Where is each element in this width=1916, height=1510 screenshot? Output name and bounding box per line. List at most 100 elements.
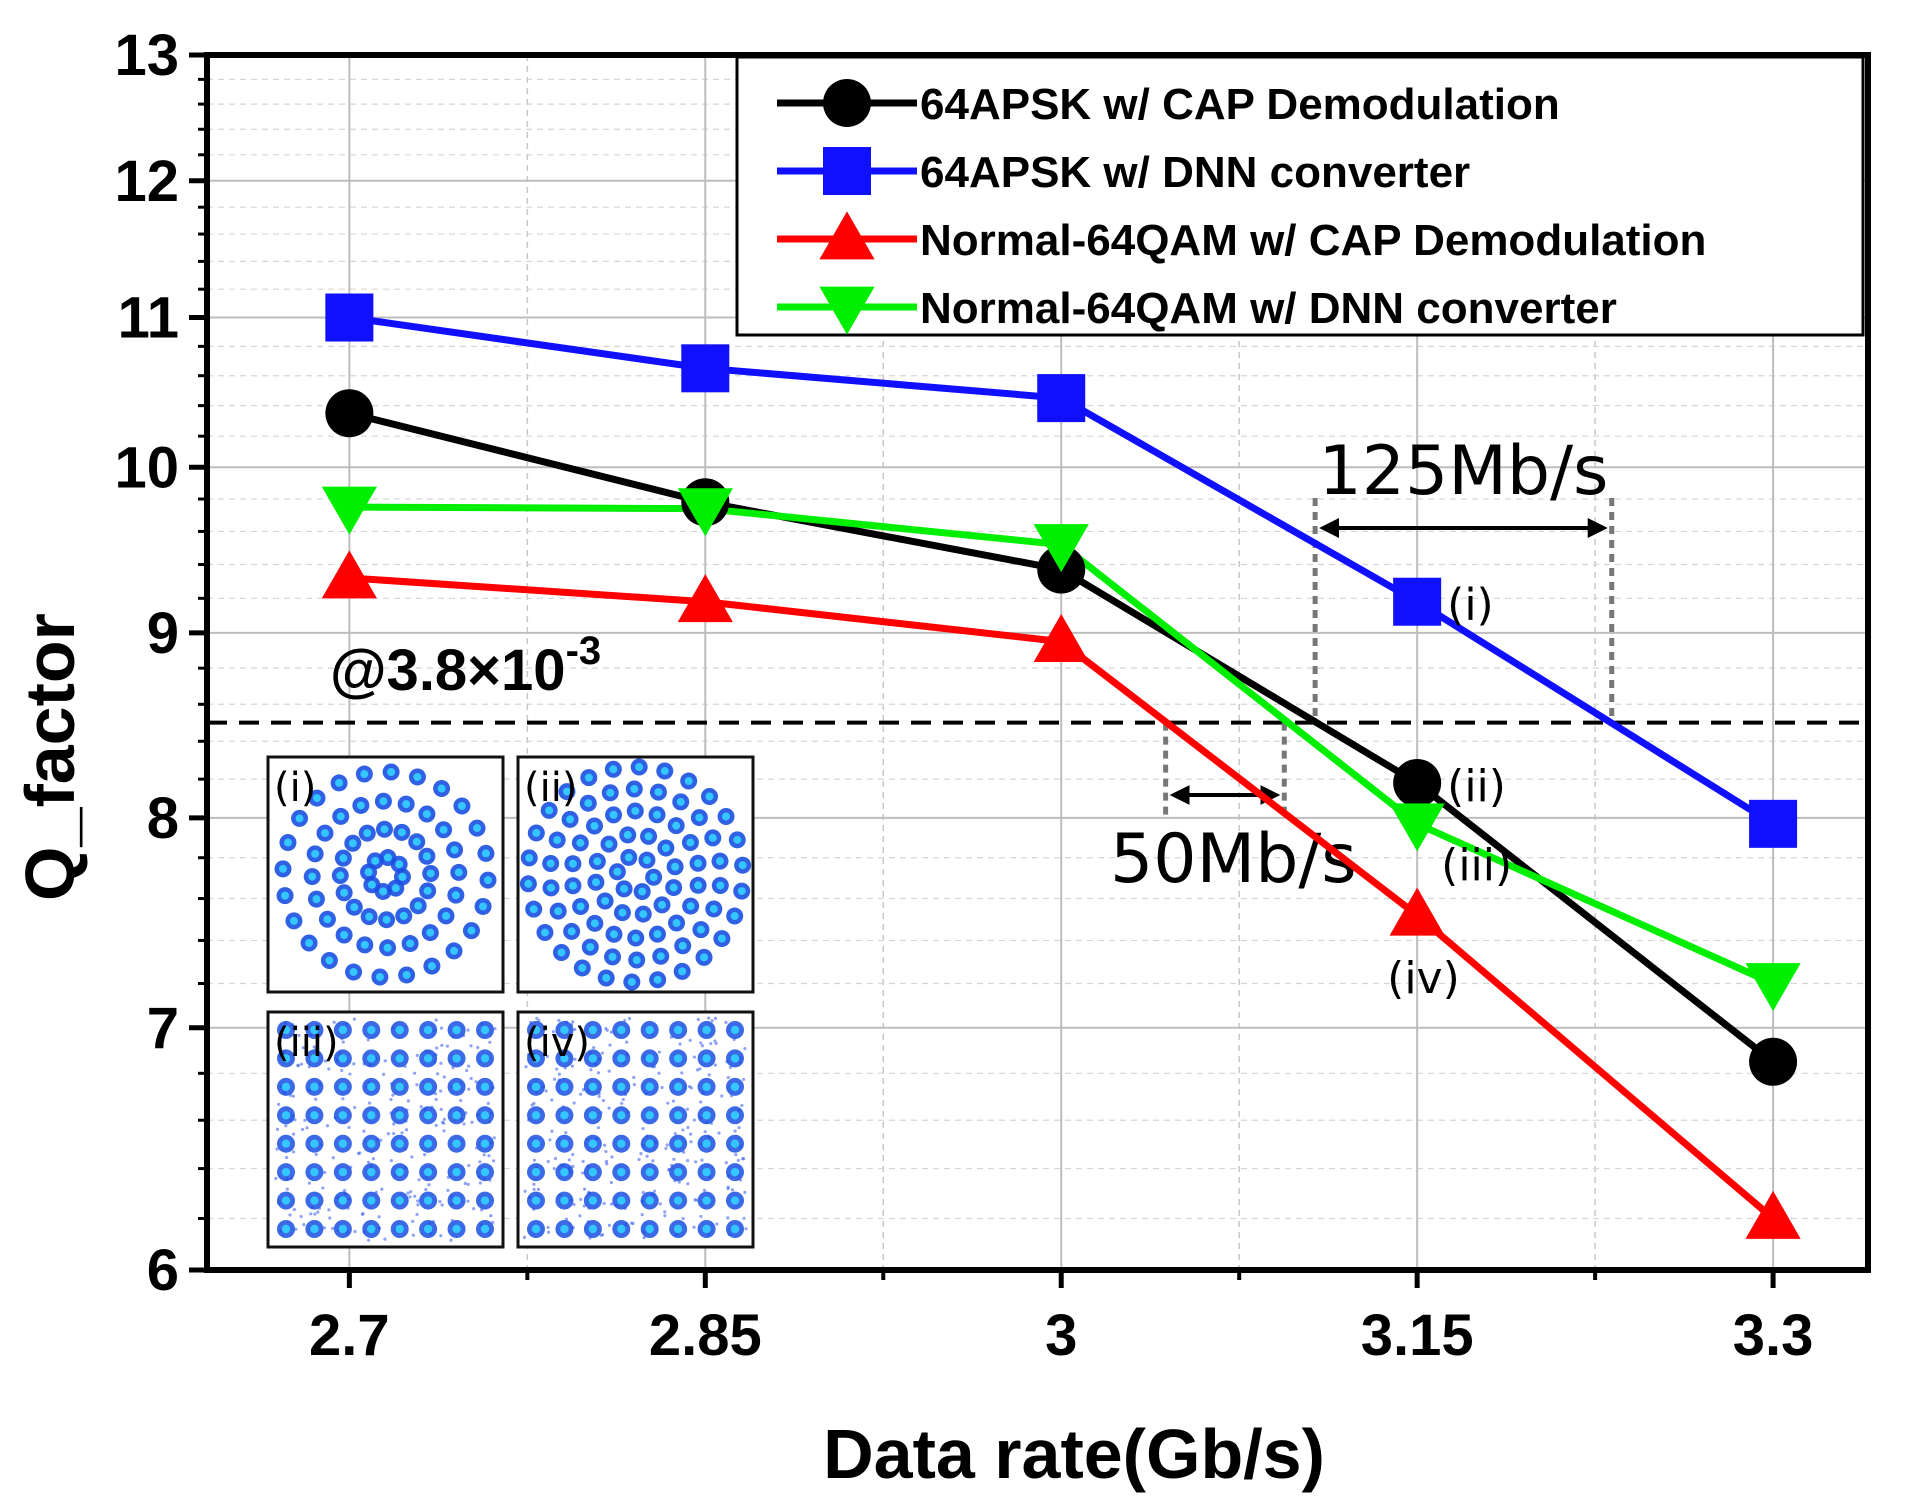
noise-point bbox=[641, 1126, 645, 1131]
constellation-core bbox=[645, 1054, 654, 1063]
noise-point bbox=[573, 1057, 577, 1061]
marker-square bbox=[1393, 577, 1442, 626]
constellation-core bbox=[639, 910, 648, 919]
constellation-core bbox=[289, 916, 298, 925]
axes: 2.7 2.85 3 3.15 3.3 6 7 8 9 10 11 12 13 bbox=[114, 23, 1871, 1368]
noise-point bbox=[596, 1071, 601, 1075]
constellation-core bbox=[609, 810, 618, 819]
constellation-core bbox=[442, 911, 451, 920]
constellation-core bbox=[452, 1025, 461, 1035]
constellation-core bbox=[609, 765, 618, 774]
noise-point bbox=[291, 1094, 295, 1098]
noise-point bbox=[640, 1213, 644, 1217]
noise-point bbox=[672, 1157, 676, 1161]
constellation-core bbox=[588, 1054, 598, 1063]
constellation-core bbox=[480, 1139, 490, 1148]
constellation-points bbox=[274, 1017, 497, 1242]
constellation-core bbox=[367, 1139, 376, 1148]
constellation-core bbox=[645, 1196, 654, 1205]
noise-point bbox=[604, 1149, 608, 1154]
constellation-core bbox=[702, 1167, 711, 1177]
noise-point bbox=[488, 1040, 492, 1044]
constellation-core bbox=[702, 1224, 711, 1234]
noise-point bbox=[341, 1097, 345, 1101]
constellation-core bbox=[437, 784, 446, 793]
marker-triangle-down bbox=[677, 488, 733, 537]
noise-point bbox=[632, 1083, 637, 1087]
constellation-core bbox=[281, 1082, 291, 1092]
noise-point bbox=[423, 1153, 427, 1157]
noise-point bbox=[404, 1128, 409, 1132]
noise-point bbox=[589, 1068, 593, 1072]
constellation-core bbox=[557, 948, 566, 957]
series-markers-2 bbox=[321, 550, 1801, 1239]
constellation-core bbox=[367, 1054, 376, 1063]
noise-point bbox=[314, 1152, 318, 1157]
noise-point bbox=[446, 1188, 450, 1192]
constellation-core bbox=[702, 1139, 711, 1148]
constellation-core bbox=[349, 968, 358, 977]
constellation-core bbox=[560, 1167, 569, 1177]
constellation-core bbox=[524, 879, 533, 888]
marker-square bbox=[325, 293, 374, 342]
constellation-core bbox=[730, 1054, 740, 1063]
constellation-core bbox=[532, 828, 541, 837]
constellation-core bbox=[310, 1111, 319, 1120]
noise-point bbox=[465, 1068, 469, 1073]
noise-point bbox=[386, 1132, 390, 1136]
constellation-core bbox=[601, 897, 610, 906]
point-labels: (i) (ii) (iii) (iv) bbox=[1387, 580, 1512, 1004]
noise-point bbox=[604, 1159, 609, 1164]
noise-point bbox=[439, 1061, 443, 1065]
noise-point bbox=[285, 1187, 289, 1191]
constellation-core bbox=[737, 887, 746, 896]
noise-point bbox=[522, 1235, 527, 1240]
noise-point bbox=[353, 1105, 357, 1110]
constellation-core bbox=[310, 1054, 319, 1063]
noise-point bbox=[327, 1067, 331, 1071]
constellation-core bbox=[423, 1139, 433, 1148]
noise-point bbox=[309, 1212, 313, 1216]
constellation-core bbox=[609, 930, 618, 939]
legend-label: 64APSK w/ CAP Demodulation bbox=[920, 80, 1560, 129]
constellation-core bbox=[323, 915, 332, 924]
constellation-core bbox=[588, 1082, 598, 1092]
noise-point bbox=[553, 1156, 558, 1161]
point-label: (ii) bbox=[1447, 761, 1506, 812]
constellation-core bbox=[422, 809, 431, 818]
noise-point bbox=[685, 1107, 689, 1111]
constellation-core bbox=[395, 1054, 404, 1063]
constellation-core bbox=[480, 1196, 490, 1205]
noise-point bbox=[371, 1157, 375, 1161]
constellation-core bbox=[365, 912, 374, 921]
noise-point bbox=[331, 1156, 335, 1160]
noise-point bbox=[686, 1159, 690, 1163]
noise-point bbox=[678, 1042, 682, 1046]
constellation-core bbox=[606, 788, 615, 797]
constellation-points bbox=[274, 763, 497, 986]
constellation-core bbox=[645, 1167, 654, 1177]
constellation-core bbox=[311, 849, 320, 858]
noise-point bbox=[411, 1219, 415, 1223]
constellation-core bbox=[632, 956, 641, 965]
noise-point bbox=[741, 1157, 745, 1161]
noise-point bbox=[523, 1189, 527, 1193]
noise-point bbox=[642, 1236, 646, 1240]
constellation-core bbox=[656, 952, 665, 961]
marker-triangle-down bbox=[1033, 524, 1089, 573]
noise-point bbox=[392, 1131, 396, 1136]
noise-point bbox=[439, 1026, 444, 1030]
constellation-core bbox=[702, 1082, 711, 1092]
noise-point bbox=[688, 1038, 692, 1043]
noise-point bbox=[449, 1238, 453, 1242]
constellation-core bbox=[562, 787, 571, 796]
constellation-core bbox=[531, 1082, 541, 1092]
constellation-core bbox=[426, 869, 435, 878]
constellation-core bbox=[279, 864, 288, 873]
constellation-core bbox=[673, 1082, 683, 1092]
noise-point bbox=[726, 1186, 730, 1191]
noise-point bbox=[744, 1227, 748, 1231]
constellation-core bbox=[379, 797, 388, 806]
threshold-line: @3.8×10-3 bbox=[207, 629, 1868, 725]
noise-point bbox=[291, 1132, 296, 1136]
